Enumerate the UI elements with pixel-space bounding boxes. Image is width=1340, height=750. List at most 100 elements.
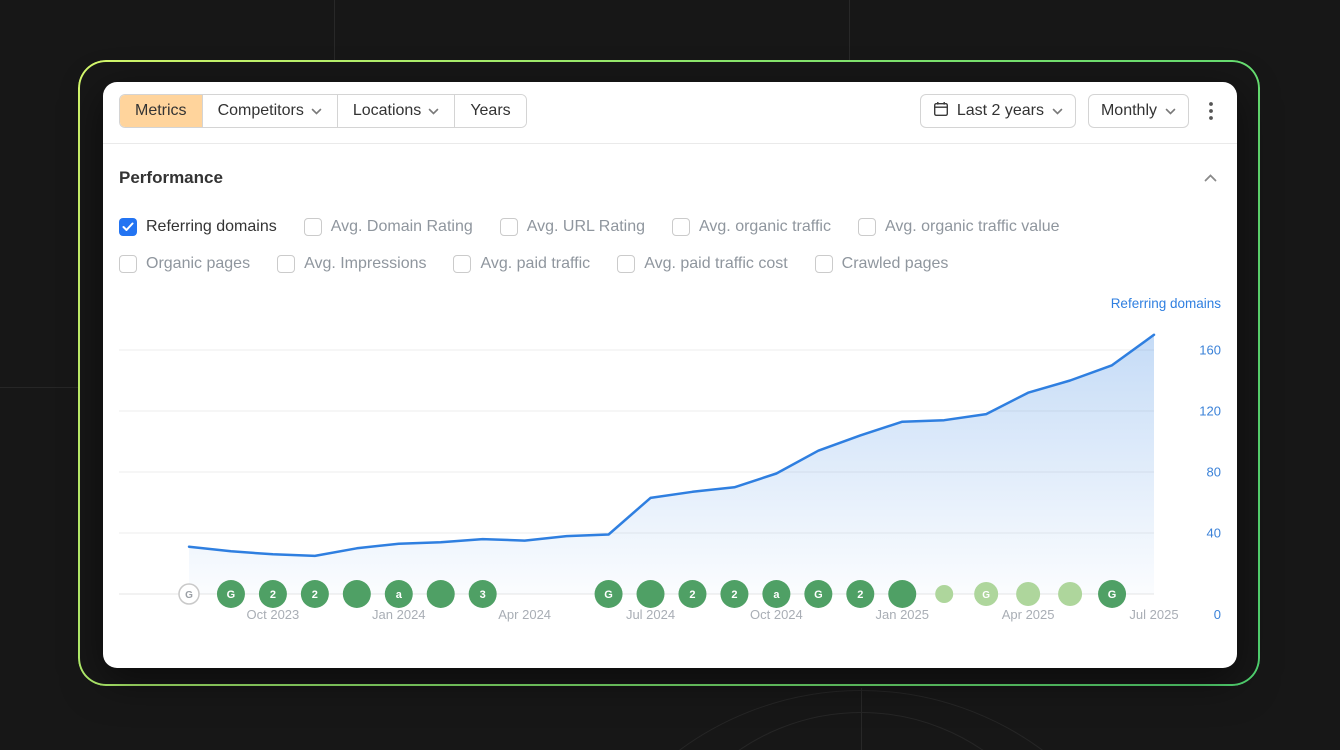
google-update-badge[interactable] [342,580,371,608]
metric-avg-paid-traffic-cost[interactable]: Avg. paid traffic cost [617,255,788,273]
metric-avg-impressions[interactable]: Avg. Impressions [277,255,426,273]
google-update-badge[interactable]: 2 [678,580,707,608]
metric-label: Organic pages [146,255,251,272]
tab-locations[interactable]: Locations [336,95,455,127]
granularity-label: Monthly [1100,102,1157,119]
svg-text:a: a [396,589,403,601]
background-line [849,0,850,60]
metric-label: Referring domains [146,218,277,235]
toolbar-right: Last 2 years Monthly [919,94,1221,128]
google-update-badge[interactable] [426,580,455,608]
google-update-badge[interactable]: G [974,582,999,606]
toolbar-divider [103,143,1237,144]
x-axis-label: Oct 2024 [750,607,803,622]
tab-years[interactable]: Years [454,95,526,127]
metric-avg-organic-traffic[interactable]: Avg. organic traffic [672,218,831,236]
tab-metrics[interactable]: Metrics [120,95,202,127]
metric-label: Avg. Impressions [304,255,427,272]
google-update-badge[interactable] [935,585,954,603]
google-update-badge[interactable]: G [178,583,200,605]
date-range-label: Last 2 years [956,102,1044,119]
svg-text:2: 2 [689,589,695,601]
referring-domains-chart[interactable]: G G 2 2 a 3 G 2 2 a G 2 G G 0 40 80 120 160 Oct 2023 Jan 202… [119,319,1221,634]
chevron-down-icon [428,102,439,120]
metric-label: Avg. paid traffic [480,255,591,272]
metric-label: Avg. paid traffic cost [644,255,788,272]
toolbar: Metrics Competitors Locations Years Last [119,82,1221,128]
svg-text:2: 2 [731,589,737,601]
google-update-badge[interactable]: G [594,580,623,608]
metric-toggles-row-1: Referring domains Avg. Domain Rating Avg… [119,218,1221,236]
checkbox-icon [857,218,876,236]
x-axis-label: Jan 2024 [372,607,426,622]
google-update-badge[interactable]: G [1098,580,1127,608]
svg-text:2: 2 [857,589,863,601]
x-axis-label: Apr 2024 [498,607,551,622]
view-tabs: Metrics Competitors Locations Years [119,94,527,128]
google-update-badge[interactable]: a [384,580,413,608]
checkbox-checked-icon [119,218,137,236]
google-update-badge[interactable]: 2 [300,580,329,608]
area-fill [189,334,1154,594]
checkbox-icon [303,218,322,236]
google-update-badge[interactable] [888,580,917,608]
x-axis-label: Jul 2024 [626,607,675,622]
metric-avg-domain-rating[interactable]: Avg. Domain Rating [303,218,473,236]
metric-label: Avg. organic traffic [699,218,831,235]
google-update-badge[interactable]: 2 [720,580,749,608]
tab-competitors[interactable]: Competitors [201,95,337,127]
google-update-badge[interactable]: G [804,580,833,608]
x-axis-label: Jan 2025 [876,607,930,622]
y-axis-label: 0 [1214,607,1221,622]
background-line [0,387,78,388]
x-axis-label: Jul 2025 [1129,607,1178,622]
kebab-menu-icon[interactable] [1201,100,1221,122]
metric-avg-organic-traffic-value[interactable]: Avg. organic traffic value [857,218,1060,236]
metric-avg-url-rating[interactable]: Avg. URL Rating [499,218,645,236]
analytics-card: Metrics Competitors Locations Years Last [103,82,1237,668]
google-update-badge[interactable] [636,580,665,608]
metric-organic-pages[interactable]: Organic pages [119,255,250,273]
google-update-badge[interactable] [1058,582,1083,606]
google-update-badge[interactable]: G [216,580,245,608]
chevron-down-icon [1052,102,1063,120]
y-axis-label: 160 [1199,343,1221,358]
checkbox-icon [119,255,137,273]
performance-chart-svg: G G 2 2 a 3 G 2 2 a G 2 G G 0 40 80 120 160 Oct 2023 Jan 202… [119,333,1221,622]
chevron-up-icon[interactable] [1200,170,1221,186]
google-update-badge[interactable]: 2 [258,580,287,608]
checkbox-icon [499,218,518,236]
metric-crawled-pages[interactable]: Crawled pages [814,255,948,273]
metric-avg-paid-traffic[interactable]: Avg. paid traffic [453,255,590,273]
svg-text:G: G [227,589,236,601]
y-axis-label: 40 [1207,526,1221,541]
performance-title: Performance [119,168,223,187]
svg-text:G: G [604,589,613,601]
google-update-badge[interactable] [1016,582,1041,606]
x-axis-label: Oct 2023 [247,607,300,622]
tab-metrics-label: Metrics [135,102,187,119]
google-update-badge[interactable]: a [762,580,791,608]
y-axis-label: 80 [1207,465,1221,480]
performance-section-header: Performance [119,168,1221,188]
chevron-down-icon [1165,102,1176,120]
date-range-button[interactable]: Last 2 years [919,94,1076,128]
google-update-badge[interactable]: 3 [468,580,497,608]
metric-toggles-row-2: Organic pages Avg. Impressions Avg. paid… [119,255,1221,273]
granularity-button[interactable]: Monthly [1087,94,1189,128]
svg-text:G: G [982,590,990,601]
tab-competitors-label: Competitors [217,102,304,119]
checkbox-icon [277,255,296,273]
metric-label: Avg. organic traffic value [884,218,1060,235]
metric-referring-domains[interactable]: Referring domains [119,218,277,236]
chart-legend: Referring domains [1110,296,1221,311]
checkbox-icon [453,255,472,273]
checkbox-icon [617,255,636,273]
google-update-badge[interactable]: 2 [846,580,875,608]
referring-domains-line [187,333,1156,558]
y-axis-label: 120 [1199,404,1221,419]
chevron-down-icon [311,102,322,120]
svg-text:2: 2 [312,589,318,601]
svg-text:G: G [1108,589,1117,601]
